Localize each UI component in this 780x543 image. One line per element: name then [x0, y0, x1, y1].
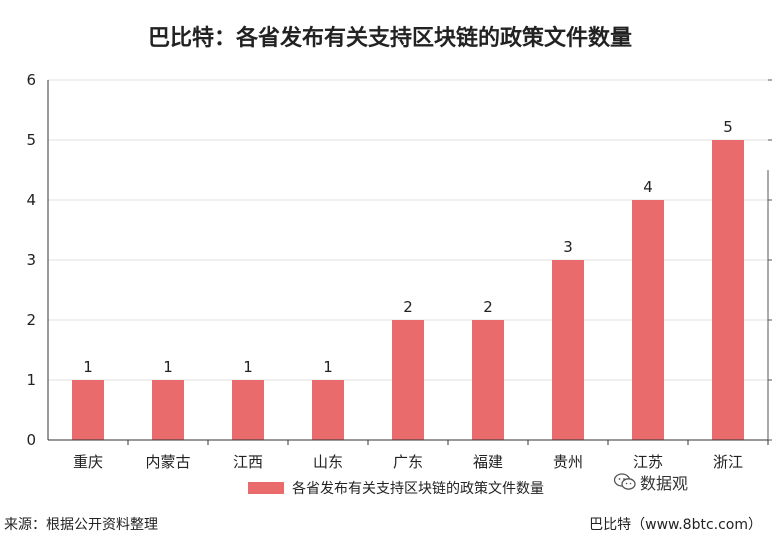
bar — [392, 320, 424, 440]
x-tick-label: 福建 — [473, 453, 503, 471]
y-tick-label: 4 — [26, 191, 36, 209]
y-tick-label: 5 — [26, 131, 36, 149]
x-tick-label: 浙江 — [713, 453, 743, 471]
x-tick-label: 贵州 — [553, 453, 583, 471]
bar — [72, 380, 104, 440]
bar — [552, 260, 584, 440]
bar — [472, 320, 504, 440]
source-note: 来源：根据公开资料整理 — [4, 517, 158, 533]
watermark: 数据观 — [614, 470, 688, 494]
bar — [312, 380, 344, 440]
watermark-text: 数据观 — [640, 474, 689, 493]
data-label: 2 — [403, 298, 413, 316]
chart-title: 巴比特：各省发布有关支持区块链的政策文件数量 — [147, 26, 632, 51]
y-tick-label: 3 — [26, 251, 36, 269]
data-label: 2 — [483, 298, 493, 316]
y-tick-label: 1 — [26, 371, 36, 389]
legend-swatch — [248, 482, 284, 494]
x-axis: 重庆 内蒙古 江西 山东 广东 福建 贵州 江苏 浙江 — [48, 439, 769, 471]
x-tick-label: 广东 — [393, 453, 423, 471]
x-tick-label: 江苏 — [633, 453, 663, 471]
x-tick-label: 江西 — [233, 453, 263, 471]
x-tick-label: 重庆 — [73, 453, 103, 471]
bars: 1 1 1 1 2 2 3 4 5 — [72, 118, 744, 440]
bar — [712, 140, 744, 440]
legend-label: 各省发布有关支持区块链的政策文件数量 — [292, 480, 544, 497]
x-tick-label: 山东 — [313, 453, 343, 471]
x-tick-label: 内蒙古 — [145, 453, 190, 471]
bar — [632, 200, 664, 440]
y-tick-label: 6 — [26, 71, 36, 89]
data-label: 3 — [563, 238, 573, 256]
y-axis: 0 1 2 3 4 5 6 — [26, 71, 772, 449]
data-label: 5 — [723, 118, 733, 136]
data-label: 1 — [83, 358, 93, 376]
legend: 各省发布有关支持区块链的政策文件数量 — [248, 480, 544, 497]
data-label: 4 — [643, 178, 653, 196]
bar — [152, 380, 184, 440]
y-tick-label: 2 — [26, 311, 36, 329]
data-label: 1 — [163, 358, 173, 376]
wechat-icon — [614, 473, 636, 490]
bar — [232, 380, 264, 440]
data-label: 1 — [243, 358, 253, 376]
data-label: 1 — [323, 358, 333, 376]
credit-note: 巴比特（www.8btc.com） — [589, 517, 762, 533]
y-tick-label: 0 — [26, 431, 36, 449]
